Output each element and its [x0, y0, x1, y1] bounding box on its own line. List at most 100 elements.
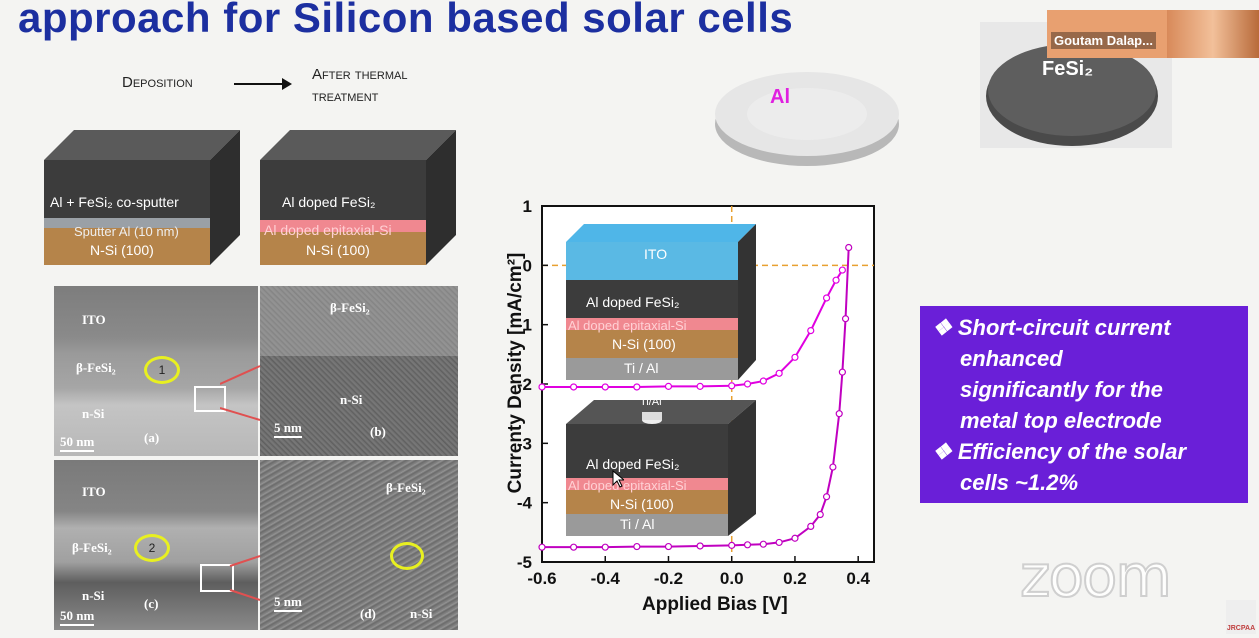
- chart-series-2-point: [601, 543, 609, 551]
- chart-x-tick-label: 0.4: [846, 569, 870, 588]
- chart-series-1-point: [832, 276, 840, 284]
- stack-right-bottom-label: N-Si (100): [306, 242, 370, 258]
- deposition-label: Deposition: [122, 74, 193, 91]
- inset2-top-contact-label: Ti/Al: [640, 396, 662, 408]
- chart-series-1-point: [759, 377, 767, 385]
- tem-d-circle-marker: [390, 542, 424, 570]
- chart-y-tick-label: 1: [523, 197, 532, 216]
- zoom-watermark-logo: zoom: [1019, 541, 1173, 611]
- stack-left-mid-label: Sputter Al (10 nm): [74, 224, 179, 239]
- chart-series-2-point: [841, 315, 850, 323]
- chart-y-tick-label: -1: [517, 316, 532, 335]
- tem-image-c: ITO β-FeSi₂ 2 n-Si 50 nm (c): [54, 460, 258, 630]
- chart-series-1-point: [633, 383, 641, 391]
- chart-series-2-point: [807, 522, 815, 530]
- inset2-fesi-label: Al doped FeSi₂: [586, 456, 680, 472]
- chart-series-2-point: [838, 368, 846, 376]
- participant-video-tile[interactable]: Goutam Dalap...: [1047, 10, 1259, 58]
- finding-2-line1: ❖ Efficiency of the solar: [932, 439, 1187, 464]
- chart-y-tick-label: -2: [517, 375, 532, 394]
- inset2-epi-label: Al doped epitaxial-Si: [568, 478, 687, 493]
- chart-series-2-point: [845, 243, 853, 252]
- inset2-back-label: Ti / Al: [620, 516, 655, 532]
- chart-series-2-point: [538, 543, 546, 551]
- tem-d-scale-bar: 5 nm: [274, 594, 302, 612]
- inset1-nsi-label: N-Si (100): [612, 336, 676, 352]
- tem-image-d: β-FeSi₂ 5 nm (d) n-Si: [260, 460, 458, 630]
- chart-series-2-point: [728, 541, 736, 549]
- tem-b-panel-label: (b): [370, 424, 386, 439]
- device-inset-ito: ITO Al doped FeSi₂ Al doped epitaxial-Si…: [566, 224, 756, 380]
- chart-series-1-point: [696, 382, 704, 390]
- tem-c-zoom-box: [200, 564, 234, 592]
- chart-x-tick-label: -0.4: [591, 569, 621, 588]
- finding-1-line2: enhanced: [960, 346, 1063, 371]
- chart-y-tick-label: -5: [517, 553, 532, 572]
- inset1-back-label: Ti / Al: [624, 360, 659, 376]
- chart-y-tick-label: 0: [523, 256, 532, 275]
- chart-series-2-point: [822, 493, 831, 501]
- tem-b-fesi-label: β-FeSi₂: [330, 300, 370, 315]
- chart-series-1-point: [538, 383, 546, 391]
- tem-a-nsi-label: n-Si: [82, 406, 105, 421]
- mouse-cursor-icon: [612, 469, 626, 493]
- tem-image-a: ITO β-FeSi₂ 1 n-Si 50 nm (a): [54, 286, 258, 456]
- chart-xlabel: Applied Bias [V]: [642, 594, 788, 615]
- tem-image-b: β-FeSi₂ n-Si 5 nm (b): [260, 286, 458, 456]
- finding-1-line4: metal top electrode: [960, 408, 1162, 433]
- chart-series-1-point: [807, 327, 815, 335]
- chart-series-2-point: [743, 541, 752, 549]
- tem-c-scale-bar: 50 nm: [60, 608, 95, 626]
- chart-series-2-point: [775, 538, 783, 547]
- chart-series-2-point: [759, 540, 767, 548]
- chart-series-1-point: [664, 382, 673, 390]
- fesi2-target-image: FeSi₂: [980, 22, 1172, 148]
- participant-name: Goutam Dalap...: [1051, 32, 1156, 49]
- tem-b-scale-bar: 5 nm: [274, 420, 302, 438]
- chart-series-1-point: [822, 294, 831, 302]
- chart-x-tick-label: -0.2: [654, 569, 683, 588]
- chart-series-2-point: [570, 543, 578, 551]
- chart-series-1-point: [838, 266, 846, 274]
- device-inset-metal: Ti/Al Al doped FeSi₂ Al doped epitaxial-…: [566, 396, 756, 536]
- deposition-stack-diagram: Al + FeSi₂ co-sputter Sputter Al (10 nm)…: [44, 130, 244, 265]
- stack-left-top-label: Al + FeSi₂ co-sputter: [50, 194, 179, 210]
- after-treatment-line1: After thermal: [312, 66, 408, 83]
- chart-y-tick-label: -3: [517, 434, 532, 453]
- inset1-fesi-label: Al doped FeSi₂: [586, 294, 680, 310]
- chart-series-1-point: [775, 369, 783, 377]
- tem-d-fesi-label: β-FeSi₂: [386, 480, 426, 495]
- chart-series-2-point: [696, 542, 704, 550]
- finding-1-line3: significantly for the: [960, 377, 1163, 402]
- tem-c-nsi-label: n-Si: [82, 588, 105, 603]
- chart-x-tick-label: -0.6: [527, 569, 556, 588]
- chart-ylabel: Currenty Density [mA/cm²]: [505, 252, 526, 494]
- tem-c-circle-marker: 2: [134, 534, 170, 562]
- finding-2-line2: cells ~1.2%: [960, 470, 1079, 495]
- tem-b-nsi-label: n-Si: [340, 392, 363, 407]
- chart-series-2-point: [664, 542, 673, 551]
- fesi2-target-label: FeSi₂: [1042, 58, 1094, 80]
- arrow-right-icon: [234, 76, 292, 97]
- inset2-nsi-label: N-Si (100): [610, 496, 674, 512]
- organizer-logo: JRCPAA: [1226, 600, 1256, 634]
- al-target-image: Al: [712, 52, 902, 172]
- chart-series-1-point: [791, 353, 799, 361]
- chart-series-1-point: [601, 383, 609, 391]
- tem-d-nsi-label: n-Si: [410, 606, 433, 621]
- chart-series-2-point: [791, 534, 799, 542]
- finding-1-line1: ❖ Short-circuit current: [932, 315, 1171, 340]
- chart-series-2-point: [816, 510, 824, 519]
- organizer-logo-text: JRCPAA: [1226, 625, 1256, 632]
- tem-a-scale-bar: 50 nm: [60, 434, 95, 452]
- tem-c-panel-label: (c): [144, 596, 159, 611]
- tem-c-fesi-label: β-FeSi₂: [72, 540, 112, 555]
- inset1-ito-label: ITO: [644, 246, 668, 262]
- chart-x-tick-label: 0.0: [720, 569, 744, 588]
- chart-series-2-point: [633, 542, 641, 551]
- inset1-epi-label: Al doped epitaxial-Si: [568, 318, 687, 333]
- chart-y-tick-label: -4: [517, 494, 533, 513]
- chart-series-2-point: [835, 410, 843, 418]
- tem-a-ito-label: ITO: [82, 312, 106, 327]
